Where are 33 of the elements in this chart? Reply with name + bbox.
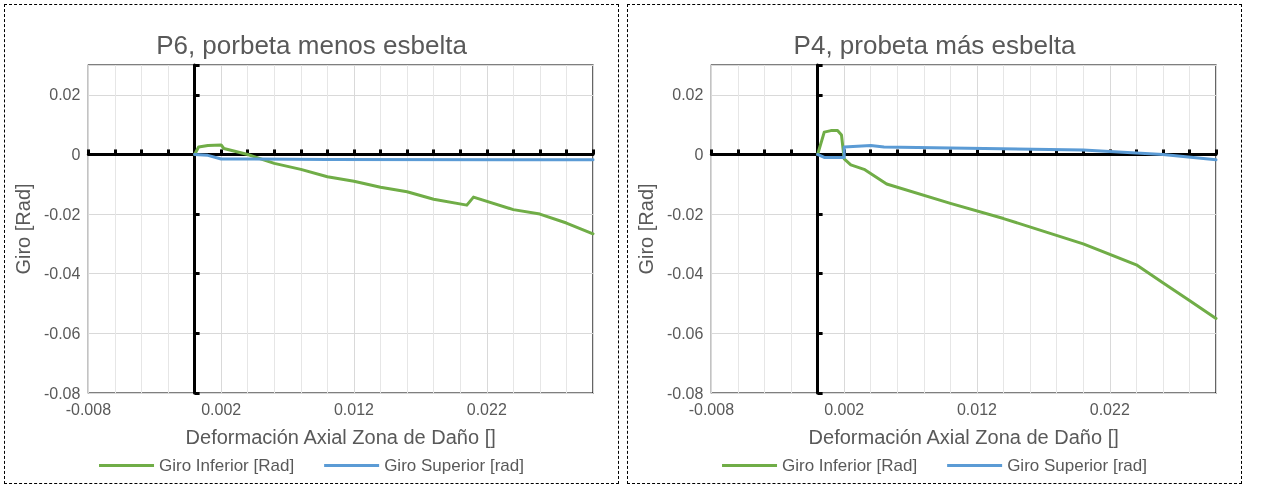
x-tick-label: 0.022 xyxy=(1089,400,1130,418)
x-tick-label: -0.008 xyxy=(688,400,735,418)
x-tick-label: 0.012 xyxy=(333,400,375,418)
y-tick-label: -0.08 xyxy=(43,384,81,402)
x-tick-label: 0.022 xyxy=(466,400,507,418)
x-axis-title: Deformación Axial Zona de Daño [] xyxy=(808,426,1119,448)
legend-label: Giro Superior [rad] xyxy=(384,456,524,475)
x-tick-label: 0.002 xyxy=(824,400,865,418)
line-series xyxy=(816,144,1218,162)
y-axis-title: Giro [Rad] xyxy=(635,183,657,275)
y-tick-label: -0.06 xyxy=(43,324,81,342)
chart-title: P6, porbeta menos esbelta xyxy=(156,30,468,60)
line-series xyxy=(193,143,595,236)
x-tick-label: -0.008 xyxy=(65,400,112,418)
line-series xyxy=(816,129,1218,320)
y-tick-label: -0.02 xyxy=(666,205,704,223)
chart-title: P4, probeta más esbelta xyxy=(793,30,1076,60)
x-axis-title: Deformación Axial Zona de Daño [] xyxy=(185,426,496,448)
y-tick-label: -0.04 xyxy=(666,265,704,283)
y-tick-label: -0.04 xyxy=(43,265,81,283)
legend-label: Giro Superior [rad] xyxy=(1007,456,1147,475)
y-tick-label: 0.02 xyxy=(49,86,81,104)
x-tick-label: 0.002 xyxy=(201,400,242,418)
y-axis-title: Giro [Rad] xyxy=(12,183,34,275)
legend-label: Giro Inferior [Rad] xyxy=(159,456,295,475)
y-tick-label: 0.02 xyxy=(672,86,704,104)
y-tick-label: 0 xyxy=(71,145,81,163)
y-tick-label: -0.06 xyxy=(666,324,704,342)
y-tick-label: 0 xyxy=(694,145,704,163)
x-tick-label: 0.012 xyxy=(956,400,998,418)
y-tick-label: -0.02 xyxy=(43,205,81,223)
y-tick-label: -0.08 xyxy=(666,384,704,402)
legend-label: Giro Inferior [Rad] xyxy=(782,456,918,475)
